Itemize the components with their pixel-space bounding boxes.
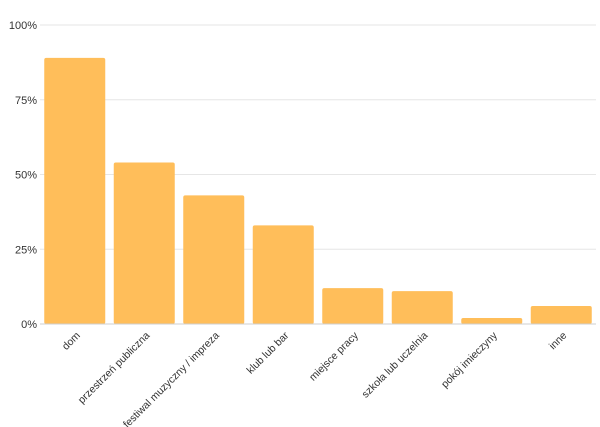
x-category-label: klub lub bar xyxy=(244,329,291,376)
x-category-label: szkoła lub uczelnia xyxy=(360,330,431,401)
bar[interactable] xyxy=(391,291,453,324)
bar[interactable] xyxy=(113,162,175,324)
bar[interactable] xyxy=(183,195,245,324)
y-tick-label: 75% xyxy=(15,95,37,107)
x-category-label: dom xyxy=(60,329,83,352)
y-tick-label: 0% xyxy=(21,319,37,331)
y-axis-tick-labels: 0% 25% 50% 75% 100% xyxy=(9,20,37,331)
y-tick-label: 25% xyxy=(15,244,37,256)
bar[interactable] xyxy=(44,57,106,324)
bar[interactable] xyxy=(322,288,384,324)
x-category-label: miejsce pracy xyxy=(307,329,361,383)
bar[interactable] xyxy=(530,306,592,324)
x-category-label: pokój imieczyny xyxy=(439,329,500,390)
x-category-label: inne xyxy=(547,330,570,353)
bars xyxy=(44,57,592,324)
x-category-label: przestrzeń publiczna xyxy=(76,330,153,407)
bar[interactable] xyxy=(252,225,314,324)
y-tick-label: 50% xyxy=(15,170,37,182)
y-tick-label: 100% xyxy=(9,20,37,32)
bar[interactable] xyxy=(461,318,523,324)
